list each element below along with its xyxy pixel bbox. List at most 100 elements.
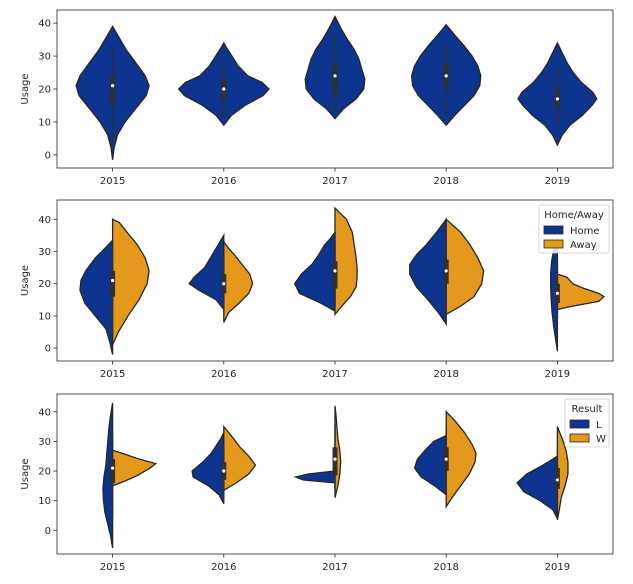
- violin-right-half: [556, 426, 569, 521]
- y-tick-label: 30: [38, 52, 51, 63]
- x-tick-label: 2017: [322, 562, 347, 573]
- iqr-box: [110, 459, 116, 483]
- violin-left-half: [516, 455, 559, 519]
- chart-panel-3: 0 10 20 30 40 2015 2016 2017 2018 2019 Usage Result…: [20, 393, 614, 573]
- y-tick-label: 40: [38, 19, 51, 30]
- legend-label: W: [596, 434, 606, 445]
- x-tick-label: 2017: [322, 176, 347, 187]
- violin-2017: [293, 405, 342, 498]
- legend-label: L: [596, 420, 602, 431]
- median-marker: [333, 74, 337, 78]
- x-tick-label: 2018: [433, 369, 458, 380]
- legend-swatch-orange: [543, 239, 564, 249]
- violin-right-half: [445, 217, 485, 316]
- violin-right-half: [556, 273, 606, 311]
- legend-swatch-blue: [543, 225, 564, 235]
- y-tick-label: 0: [45, 526, 51, 537]
- y-tick-label: 30: [38, 437, 51, 448]
- violin-2018: [409, 217, 485, 327]
- x-tick-label: 2016: [211, 176, 236, 187]
- y-tick-label: 10: [38, 311, 51, 322]
- median-marker: [555, 97, 560, 101]
- median-marker: [555, 291, 560, 295]
- y-tick-label: 0: [45, 344, 51, 355]
- x-tick-label: 2016: [211, 562, 236, 573]
- violin-2019: [517, 41, 598, 147]
- violin-2016: [177, 41, 270, 127]
- chart-panel-1: 0 10 20 30 40 2015 2016 2017 2018 2019 Usage: [20, 9, 614, 187]
- iqr-box: [332, 447, 338, 476]
- y-tick-label: 20: [38, 279, 51, 290]
- x-tick-label: 2019: [545, 562, 570, 573]
- median-marker: [111, 84, 115, 88]
- median-marker: [111, 278, 115, 283]
- legend-swatch-orange: [569, 433, 590, 443]
- violin-2016: [191, 424, 257, 504]
- y-tick-label: 0: [45, 150, 51, 161]
- y-axis-label: Usage: [20, 458, 31, 489]
- violin-left-half: [188, 233, 225, 312]
- y-axis-label: Usage: [20, 73, 31, 104]
- y-tick-label: 40: [38, 407, 51, 418]
- y-tick-label: 10: [38, 496, 51, 507]
- y-tick-label: 30: [38, 247, 51, 258]
- violin-right-half: [334, 206, 358, 317]
- iqr-box: [110, 75, 116, 103]
- violin-2018: [413, 410, 477, 509]
- violin-2015: [102, 402, 158, 549]
- violin-right-half: [445, 410, 477, 509]
- violin-left-half: [413, 434, 447, 497]
- median-marker: [222, 469, 226, 473]
- violin-left-half: [293, 470, 336, 484]
- violin-left-half: [293, 230, 336, 313]
- violin-2019: [550, 238, 606, 352]
- x-tick-label: 2017: [322, 369, 347, 380]
- median-marker: [333, 269, 337, 273]
- y-tick-label: 10: [38, 117, 51, 128]
- median-marker: [444, 269, 448, 273]
- legend-title: Result: [572, 404, 603, 415]
- violin-left-half: [102, 402, 114, 549]
- x-tick-label: 2016: [211, 369, 236, 380]
- violin-right-half: [223, 239, 254, 323]
- violin-2019: [516, 426, 569, 521]
- y-tick-label: 20: [38, 85, 51, 96]
- violin-2015: [79, 218, 150, 355]
- legend-title: Home/Away: [544, 210, 604, 221]
- x-tick-label: 2015: [100, 369, 125, 380]
- x-tick-label: 2015: [100, 176, 125, 187]
- median-marker: [222, 282, 226, 286]
- violin-right-half: [111, 218, 150, 346]
- violin-2016: [188, 233, 254, 323]
- y-tick-label: 40: [38, 215, 51, 226]
- legend: Result LW: [564, 398, 610, 448]
- violin-right-half: [111, 449, 158, 487]
- violin-2017: [293, 206, 358, 317]
- legend-swatch-blue: [569, 419, 590, 429]
- median-marker: [333, 457, 337, 461]
- chart-panel-2: 0 10 20 30 40 2015 2016 2017 2018 2019 Usage Home/A…: [20, 199, 614, 380]
- iqr-box: [332, 261, 338, 289]
- violin-2018: [410, 23, 482, 127]
- legend-label: Away: [570, 240, 597, 251]
- legend-label: Home: [570, 226, 600, 237]
- x-tick-label: 2015: [100, 562, 125, 573]
- x-tick-label: 2019: [545, 176, 570, 187]
- y-tick-label: 20: [38, 467, 51, 478]
- violin-2017: [304, 15, 366, 120]
- violin-2015: [75, 25, 150, 160]
- violin-left-half: [191, 432, 225, 504]
- x-tick-label: 2019: [545, 369, 570, 380]
- median-marker: [555, 478, 560, 482]
- x-tick-label: 2018: [433, 562, 458, 573]
- violin-right-half: [223, 424, 257, 492]
- median-marker: [111, 466, 115, 470]
- legend: Home/Away Home Away: [538, 204, 610, 254]
- iqr-box: [332, 65, 338, 94]
- violin-left-half: [409, 217, 447, 327]
- y-axis-label: Usage: [20, 265, 31, 296]
- median-marker: [444, 74, 448, 78]
- median-marker: [222, 87, 226, 91]
- x-tick-label: 2018: [433, 176, 458, 187]
